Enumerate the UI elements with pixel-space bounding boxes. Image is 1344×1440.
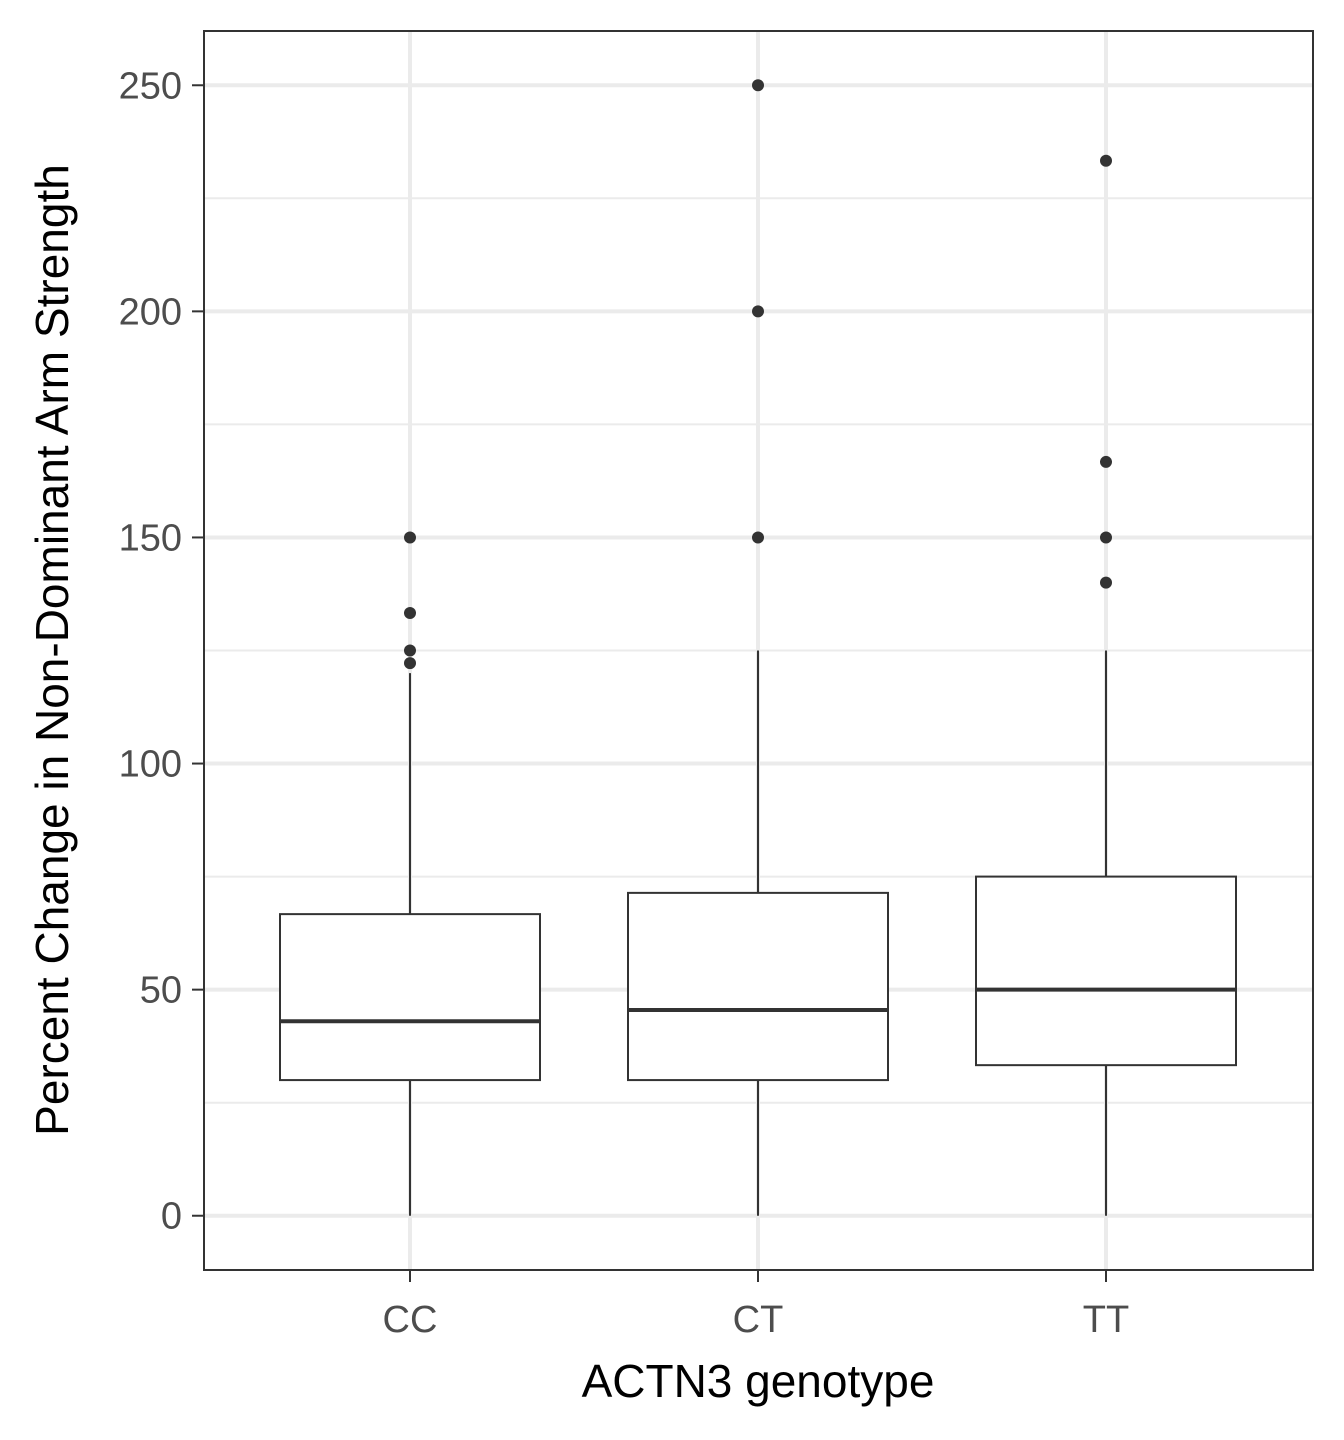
y-tick-label: 50: [140, 970, 182, 1012]
box-ct: [627, 79, 889, 1216]
y-tick-label: 0: [161, 1196, 182, 1238]
box-tt: [975, 154, 1237, 1216]
outlier-point: [404, 531, 416, 544]
outlier-point: [1100, 455, 1112, 468]
box-iqr: [279, 913, 541, 1082]
x-axis-title: ACTN3 genotype: [582, 1355, 935, 1407]
axes: 0 50 100 150 200 250 CC CT TT: [119, 65, 1130, 1341]
y-tick-label: 150: [119, 517, 182, 559]
outlier-point: [752, 79, 764, 92]
x-tick-label: CT: [733, 1299, 784, 1341]
box-iqr: [975, 875, 1237, 1067]
outlier-point: [404, 606, 416, 619]
y-axis-title: Percent Change in Non-Dominant Arm Stren…: [26, 164, 78, 1136]
y-tick-label: 100: [119, 744, 182, 786]
x-tick-label: CC: [383, 1299, 438, 1341]
outlier-point: [1100, 154, 1112, 167]
outlier-point: [752, 305, 764, 318]
outlier-point: [404, 644, 416, 657]
outlier-point: [1100, 531, 1112, 544]
boxes: [279, 79, 1237, 1216]
outlier-point: [404, 657, 416, 670]
outlier-point: [752, 531, 764, 544]
x-tick-label: TT: [1083, 1299, 1129, 1341]
outlier-point: [1100, 576, 1112, 589]
y-tick-label: 200: [119, 291, 182, 333]
box-cc: [279, 531, 541, 1216]
box-iqr: [627, 891, 889, 1082]
y-tick-label: 250: [119, 65, 182, 107]
